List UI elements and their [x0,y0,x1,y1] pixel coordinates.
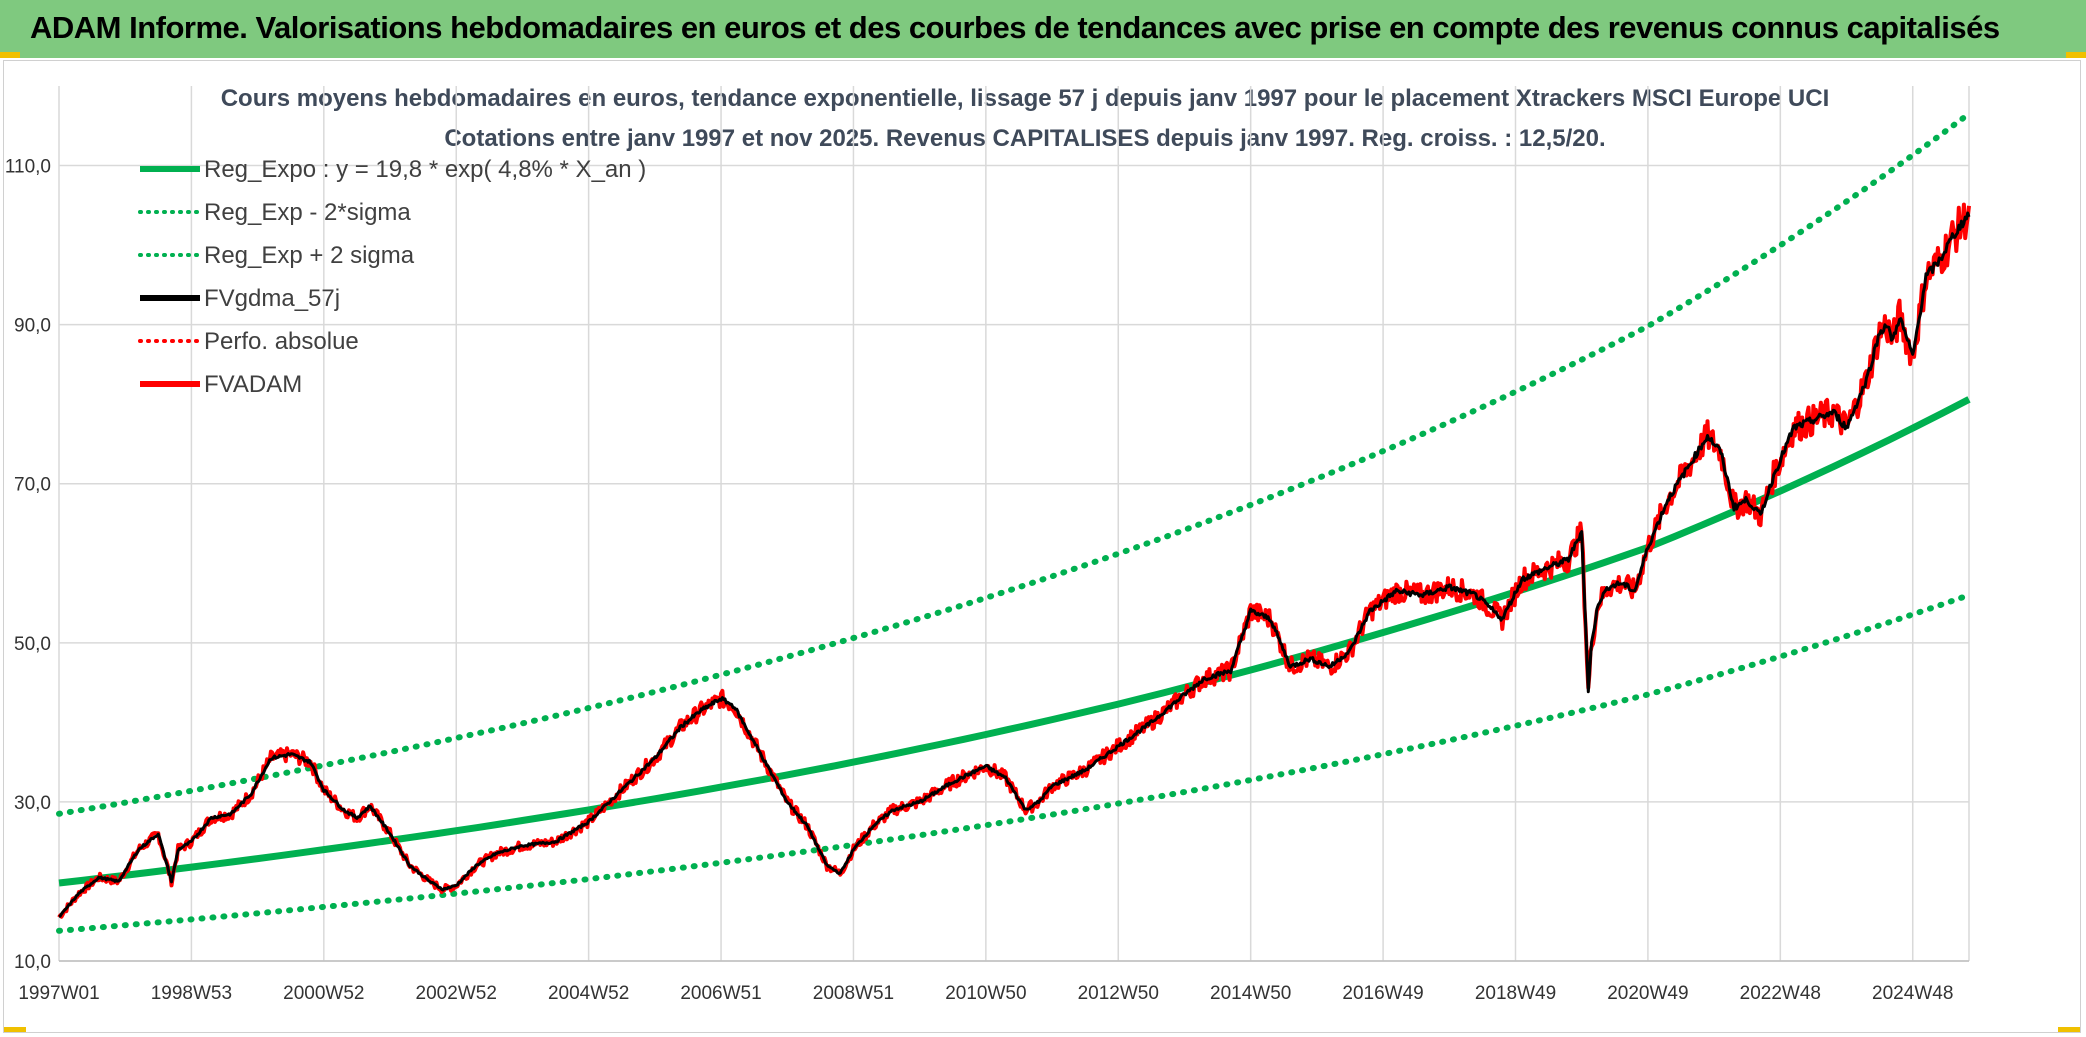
legend-label: FVADAM [204,371,302,398]
x-tick-label: 2002W52 [416,983,497,1004]
grid [58,86,1970,962]
series-reg-minus-2sigma [56,592,1972,934]
y-tick-label: 30,0 [14,793,51,814]
axis-labels: 10,0 30,0 50,0 70,0 90,0 110,0 1997W01 1998W53 2… [5,157,1954,1004]
x-tick-label: 2014W50 [1210,983,1291,1004]
legend-label: Reg_Expo : y = 19,8 * exp( 4,8% * X_an ) [204,156,646,183]
x-tick-label: 2000W52 [283,983,364,1004]
frame-corner-left [4,1027,26,1032]
series-group [56,110,1972,934]
legend-label: FVgdma_57j [204,285,340,312]
x-tick-label: 2024W48 [1872,983,1953,1004]
legend-label: Reg_Exp - 2*sigma [204,199,411,226]
series-reg-plus-2sigma [56,110,1972,817]
y-tick-label: 110,0 [5,157,51,178]
x-tick-label: 2022W48 [1740,983,1821,1004]
x-tick-label: 1998W53 [151,983,232,1004]
y-tick-label: 90,0 [14,316,51,337]
y-tick-label: 70,0 [14,475,51,496]
x-tick-label: 2008W51 [813,983,894,1004]
header-title: ADAM Informe. Valorisations hebdomadaire… [30,10,2000,45]
chart-subtitle: Cotations entre janv 1997 et nov 2025. R… [444,125,1605,152]
legend-label: Perfo. absolue [204,328,359,355]
header-accent-right [2066,52,2086,58]
legend-label: Reg_Exp + 2 sigma [204,242,415,269]
x-tick-label: 2016W49 [1342,983,1423,1004]
x-tick-label: 2020W49 [1607,983,1688,1004]
x-tick-label: 2010W50 [945,983,1026,1004]
x-tick-label: 2006W51 [680,983,761,1004]
header-accent-left [0,52,20,58]
legend: Reg_Expo : y = 19,8 * exp( 4,8% * X_an )… [138,156,646,398]
series-fvgdma-57j [58,211,1971,918]
y-tick-label: 50,0 [14,634,51,655]
x-tick-label: 2018W49 [1475,983,1556,1004]
chart-frame: Cours moyens hebdomadaires en euros, ten… [3,60,2081,1033]
x-tick-label: 2012W50 [1078,983,1159,1004]
series-reg-expo [58,396,1971,887]
header-bar: ADAM Informe. Valorisations hebdomadaire… [0,0,2086,58]
y-tick-label: 10,0 [14,952,51,973]
chart-canvas: Cours moyens hebdomadaires en euros, ten… [5,85,1972,1004]
x-tick-label: 2004W52 [548,983,629,1004]
chart-title: Cours moyens hebdomadaires en euros, ten… [221,85,1830,112]
x-tick-label: 1997W01 [18,983,99,1004]
frame-corner-right [2058,1027,2080,1032]
